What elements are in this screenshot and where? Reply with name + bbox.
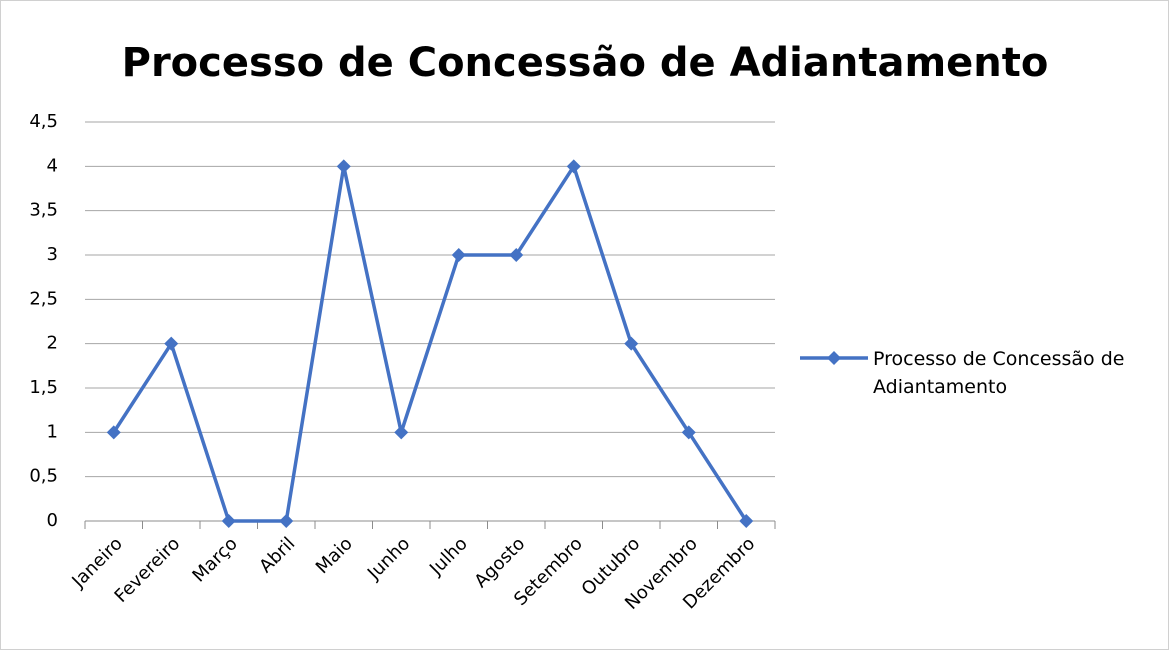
y-tick-label: 2	[47, 333, 58, 354]
y-tick-label: 0	[47, 510, 58, 531]
y-tick-label: 3,5	[29, 200, 58, 221]
series-line	[112, 164, 748, 523]
y-tick-label: 4	[47, 155, 58, 176]
y-tick-label: 1	[47, 421, 58, 442]
y-tick-label: 0,5	[29, 466, 58, 487]
y-tick-label: 1,5	[29, 377, 58, 398]
legend-marker	[827, 351, 841, 365]
point-marker	[624, 336, 639, 351]
chart-title: Processo de Concessão de Adiantamento	[122, 40, 1049, 86]
point-marker	[566, 159, 581, 174]
point-marker	[221, 514, 236, 528]
point-marker	[681, 425, 696, 440]
point-marker	[739, 514, 754, 528]
point-marker	[164, 336, 179, 351]
point-marker	[279, 514, 294, 528]
point-marker	[106, 425, 121, 440]
point-marker	[509, 248, 524, 262]
y-tick-label: 4,5	[29, 111, 58, 132]
y-tick-label: 3	[47, 244, 58, 265]
legend-label: Processo de Concessão de Adiantamento	[873, 348, 1125, 398]
point-marker	[336, 159, 351, 174]
y-tick-label: 2,5	[29, 288, 58, 309]
point-marker	[451, 248, 466, 262]
point-marker	[394, 425, 409, 440]
